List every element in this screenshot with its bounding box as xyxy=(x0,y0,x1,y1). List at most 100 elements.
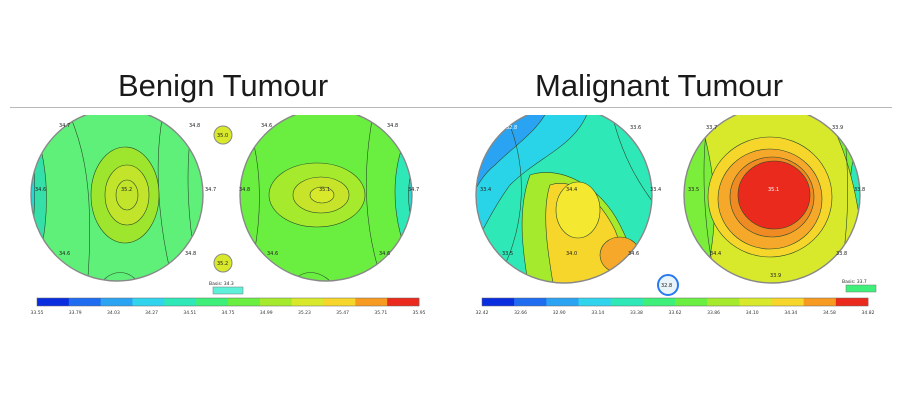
colorbar-tick-label: 33.55 xyxy=(31,310,44,316)
colorbar-tick-label: 34.27 xyxy=(145,310,158,316)
malignant-colorbar: 32.42 32.66 32.90 33.14 33.38 33.62 33.86 34.10… xyxy=(476,297,875,316)
point-label: 33.5 xyxy=(502,251,513,257)
benign-thermal-map: 34.7 34.8 34.6 35.2 34.7 34.6 34.8 34.6 … xyxy=(30,115,425,316)
colorbar-swatch xyxy=(707,298,740,306)
point-label: 34.4 xyxy=(566,187,577,193)
benign-right-points: 34.6 34.8 34.8 35.1 34.7 34.6 34.6 xyxy=(239,123,419,257)
colorbar-swatch xyxy=(196,298,229,306)
point-label: 34.4 xyxy=(710,251,721,257)
point-label: 33.5 xyxy=(688,187,699,193)
center-point-label: 35.2 xyxy=(217,261,228,267)
colorbar-tick-label: 34.10 xyxy=(746,310,759,316)
benign-legend: Basis: 34.3 xyxy=(209,281,244,295)
colorbar-frame xyxy=(36,297,420,307)
point-label: 34.6 xyxy=(267,251,278,257)
point-label: 33.7 xyxy=(706,125,717,131)
colorbar-swatch xyxy=(578,298,611,306)
point-label: 33.9 xyxy=(770,273,781,279)
point-label: 34.8 xyxy=(387,123,398,129)
colorbar-tick-label: 34.75 xyxy=(222,310,235,316)
colorbar-swatch xyxy=(259,298,292,306)
center-point-label: 35.0 xyxy=(217,133,228,139)
point-label: 34.7 xyxy=(59,123,70,129)
colorbar-tick-label: 34.99 xyxy=(260,310,273,316)
point-label: 34.6 xyxy=(261,123,272,129)
colorbar-tick-label: 34.82 xyxy=(862,310,875,316)
colorbar-frame xyxy=(481,297,869,307)
colorbar-tick-label: 33.62 xyxy=(669,310,682,316)
colorbar-tick-label: 33.38 xyxy=(630,310,643,316)
colorbar-tick-label: 33.79 xyxy=(69,310,82,316)
legend-label: Basis: 34.3 xyxy=(209,281,234,287)
colorbar-tick-label: 35.47 xyxy=(336,310,349,316)
point-label: 34.0 xyxy=(566,251,577,257)
colorbar-swatch xyxy=(323,298,356,306)
malignant-center-markers: 32.8 xyxy=(657,274,679,296)
colorbar-tick-label: 33.14 xyxy=(591,310,604,316)
colorbar-tick-label: 33.86 xyxy=(707,310,720,316)
colorbar-swatch xyxy=(610,298,644,306)
malignant-left-points: 32.8 33.6 33.4 34.4 33.4 33.5 34.0 34.6 xyxy=(480,125,661,257)
malignant-right-points: 33.7 33.9 33.5 35.1 33.8 34.4 33.9 33.8 xyxy=(688,125,865,279)
benign-left-breast-map xyxy=(31,115,203,281)
point-label: 34.6 xyxy=(379,251,390,257)
colorbar-swatch xyxy=(291,298,324,306)
point-label: 33.6 xyxy=(630,125,641,131)
point-label: 35.2 xyxy=(121,187,132,193)
colorbar-swatch xyxy=(482,298,515,306)
benign-center-markers: 35.0 35.2 xyxy=(213,125,233,273)
benign-title: Benign Tumour xyxy=(118,68,329,103)
point-label: 34.8 xyxy=(239,187,250,193)
malignant-legend: Basis: 33.7 xyxy=(842,279,877,293)
point-label: 34.6 xyxy=(59,251,70,257)
benign-left-points: 34.7 34.8 34.6 35.2 34.7 34.6 34.8 xyxy=(35,123,216,257)
colorbar-swatch xyxy=(132,298,165,306)
point-label: 33.4 xyxy=(480,187,491,193)
malignant-title: Malignant Tumour xyxy=(535,68,784,103)
colorbar-swatch xyxy=(771,298,804,306)
colorbar-tick-label: 34.34 xyxy=(784,310,797,316)
colorbar-tick-label: 35.95 xyxy=(413,310,425,316)
point-label: 35.1 xyxy=(319,187,330,193)
point-label: 32.8 xyxy=(506,125,517,131)
benign-right-breast-map xyxy=(240,115,412,281)
colorbar-tick-label: 32.90 xyxy=(553,310,566,316)
colorbar-swatch xyxy=(514,298,547,306)
colorbar-swatch xyxy=(68,298,101,306)
colorbar-swatch xyxy=(355,298,388,306)
colorbar-swatch xyxy=(546,298,579,306)
colorbar-swatch xyxy=(100,298,133,306)
colorbar-swatch xyxy=(164,298,197,306)
point-label: 34.8 xyxy=(185,251,196,257)
malignant-thermal-map: 32.8 33.6 33.4 34.4 33.4 33.5 34.0 34.6 … xyxy=(475,115,877,316)
center-point-label: 32.8 xyxy=(661,283,672,289)
colorbar-tick-label: 32.66 xyxy=(514,310,527,316)
point-label: 33.8 xyxy=(854,187,865,193)
colorbar-tick-label: 35.71 xyxy=(374,310,387,316)
point-label: 34.7 xyxy=(205,187,216,193)
colorbar-tick-label: 34.03 xyxy=(107,310,120,316)
colorbar-swatch xyxy=(37,298,70,306)
colorbar-swatch xyxy=(835,298,869,306)
colorbar-swatch xyxy=(228,298,261,306)
colorbar-swatch xyxy=(387,298,420,306)
point-label: 35.1 xyxy=(768,187,779,193)
malignant-right-breast-map xyxy=(684,115,860,283)
colorbar-tick-label: 35.23 xyxy=(298,310,311,316)
point-label: 34.7 xyxy=(408,187,419,193)
benign-colorbar: 33.55 33.79 34.03 34.27 34.51 34.75 34.99 35.23… xyxy=(31,297,425,316)
colorbar-swatch xyxy=(675,298,708,306)
colorbar-tick-label: 32.42 xyxy=(476,310,489,316)
colorbar-swatch xyxy=(803,298,837,306)
point-label: 34.8 xyxy=(189,123,200,129)
colorbar-swatch xyxy=(642,298,676,306)
point-label: 33.4 xyxy=(650,187,661,193)
point-label: 34.6 xyxy=(35,187,46,193)
colorbar-tick-label: 34.51 xyxy=(183,310,196,316)
legend-label: Basis: 33.7 xyxy=(842,279,867,285)
malignant-left-breast-map xyxy=(476,115,652,283)
point-label: 34.6 xyxy=(628,251,639,257)
title-divider xyxy=(10,107,892,108)
colorbar-tick-label: 34.58 xyxy=(823,310,836,316)
point-label: 33.9 xyxy=(832,125,843,131)
